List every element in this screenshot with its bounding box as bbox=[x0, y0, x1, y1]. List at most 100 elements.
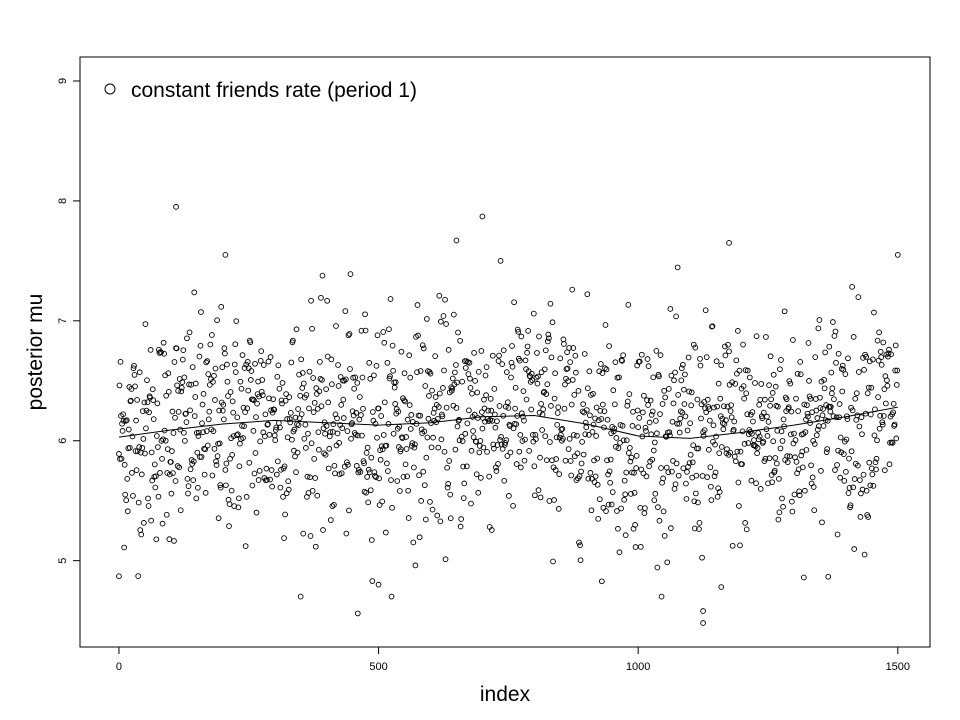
data-point bbox=[587, 470, 594, 476]
data-point bbox=[300, 380, 307, 387]
data-point bbox=[327, 429, 334, 435]
data-point bbox=[292, 414, 299, 421]
data-point bbox=[202, 446, 208, 453]
data-point bbox=[123, 417, 130, 424]
data-point bbox=[331, 462, 338, 469]
data-point bbox=[529, 432, 536, 438]
data-point bbox=[358, 412, 364, 418]
data-point bbox=[844, 416, 851, 422]
data-point bbox=[145, 503, 152, 509]
data-point bbox=[613, 444, 619, 450]
data-point bbox=[544, 338, 551, 345]
data-point bbox=[513, 421, 520, 428]
data-point bbox=[871, 309, 877, 316]
data-point bbox=[206, 382, 213, 388]
data-point bbox=[805, 413, 811, 420]
data-point bbox=[459, 378, 466, 385]
data-point bbox=[872, 459, 879, 466]
data-point bbox=[695, 445, 702, 452]
data-point bbox=[521, 417, 527, 424]
data-point bbox=[740, 341, 746, 348]
data-point bbox=[339, 425, 346, 432]
data-point bbox=[706, 417, 713, 424]
y-tick-label: 9 bbox=[57, 78, 69, 84]
data-point bbox=[185, 483, 192, 489]
data-point bbox=[285, 478, 292, 485]
data-point bbox=[580, 401, 586, 407]
data-point bbox=[467, 385, 474, 391]
data-point bbox=[619, 422, 626, 429]
data-point bbox=[139, 408, 146, 414]
data-point bbox=[214, 453, 221, 459]
data-point bbox=[817, 394, 823, 401]
data-point bbox=[625, 302, 632, 308]
data-point bbox=[821, 385, 828, 392]
data-point bbox=[876, 329, 882, 336]
data-point bbox=[708, 483, 714, 490]
data-point bbox=[886, 461, 893, 468]
data-point bbox=[371, 469, 378, 476]
data-point bbox=[840, 451, 847, 457]
data-point bbox=[703, 354, 710, 360]
data-point bbox=[281, 463, 288, 470]
data-point bbox=[763, 334, 769, 340]
data-point bbox=[286, 394, 293, 400]
data-point bbox=[137, 527, 144, 533]
data-point bbox=[518, 333, 525, 340]
data-point bbox=[749, 409, 756, 415]
data-point bbox=[247, 339, 254, 346]
data-point bbox=[700, 620, 706, 626]
data-point bbox=[202, 490, 209, 496]
data-point bbox=[523, 396, 530, 403]
data-point bbox=[250, 396, 256, 403]
data-point bbox=[514, 326, 521, 333]
data-point bbox=[538, 369, 545, 376]
data-point bbox=[881, 467, 888, 474]
data-point bbox=[242, 543, 249, 549]
data-point bbox=[802, 429, 809, 435]
data-point bbox=[168, 490, 175, 497]
data-point bbox=[813, 407, 820, 414]
data-point bbox=[705, 446, 712, 453]
data-point bbox=[571, 392, 578, 398]
data-point bbox=[850, 484, 857, 491]
data-point bbox=[163, 511, 170, 518]
data-point bbox=[809, 474, 816, 481]
data-point bbox=[379, 498, 386, 505]
data-point bbox=[283, 391, 289, 397]
data-point bbox=[637, 543, 644, 550]
data-point bbox=[582, 431, 589, 438]
data-point bbox=[230, 409, 237, 416]
data-point bbox=[617, 440, 623, 446]
data-point bbox=[718, 584, 725, 590]
data-point bbox=[632, 522, 638, 528]
data-point bbox=[594, 455, 601, 462]
data-point bbox=[532, 492, 538, 499]
data-point bbox=[119, 420, 125, 427]
data-point bbox=[136, 444, 143, 450]
data-point bbox=[640, 409, 646, 416]
data-point bbox=[241, 365, 248, 371]
data-point bbox=[318, 403, 325, 410]
data-point bbox=[830, 413, 837, 419]
data-point bbox=[277, 484, 284, 491]
data-point bbox=[454, 423, 461, 430]
data-point bbox=[389, 504, 395, 511]
data-point bbox=[385, 421, 392, 427]
data-point bbox=[551, 497, 557, 503]
data-point bbox=[656, 517, 663, 524]
data-point bbox=[132, 448, 139, 454]
data-point bbox=[487, 396, 494, 402]
data-point bbox=[659, 401, 666, 407]
data-point bbox=[890, 409, 896, 416]
data-point bbox=[200, 391, 207, 397]
data-point bbox=[474, 389, 481, 396]
data-point bbox=[443, 404, 450, 411]
data-point bbox=[282, 511, 288, 518]
data-point bbox=[229, 398, 236, 405]
data-point bbox=[333, 323, 339, 329]
data-point bbox=[636, 358, 643, 365]
data-point bbox=[671, 377, 677, 384]
data-point bbox=[845, 490, 852, 496]
data-point bbox=[303, 392, 310, 398]
